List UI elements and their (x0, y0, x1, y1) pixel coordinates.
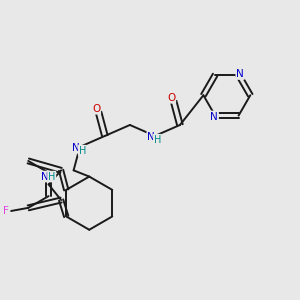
Text: N: N (236, 69, 244, 79)
Text: H: H (154, 135, 161, 145)
Text: N: N (210, 112, 218, 122)
Text: N: N (72, 143, 80, 153)
Text: H: H (48, 172, 56, 182)
Text: F: F (3, 206, 9, 216)
Text: O: O (167, 93, 175, 103)
Text: N: N (147, 132, 155, 142)
Text: N: N (40, 172, 48, 182)
Text: O: O (92, 104, 100, 114)
Text: H: H (79, 146, 86, 156)
